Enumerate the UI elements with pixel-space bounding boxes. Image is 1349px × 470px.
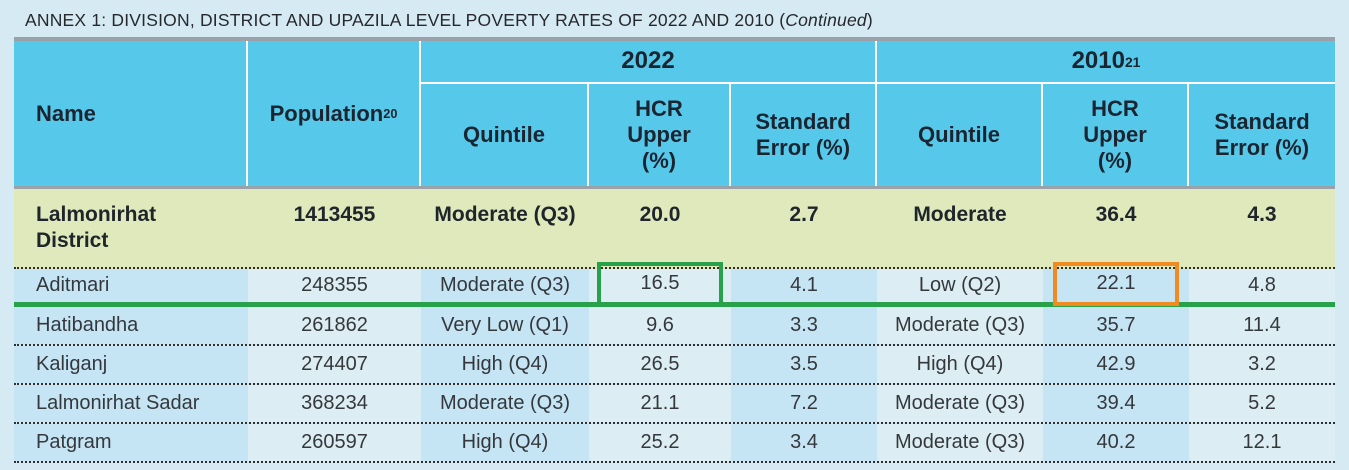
cell-q2022: Very Low (Q1): [421, 307, 589, 344]
header-stderr-2022: Standard Error (%): [731, 84, 877, 186]
cell-hcr2010: 42.9: [1043, 346, 1189, 383]
cell-hcr2010: 22.1: [1043, 261, 1189, 306]
cell-name: Patgram: [14, 424, 248, 461]
cell-name: Kaliganj: [14, 346, 248, 383]
cell-q2022: High (Q4): [421, 346, 589, 383]
cell-hcr2022: 26.5: [589, 346, 731, 383]
cell-se2022: 3.3: [731, 307, 877, 344]
cell-district-population: 1413455: [293, 203, 376, 226]
header-hcr-2022: HCR Upper (%): [589, 84, 731, 186]
cell-district-se2022: 2.7: [789, 203, 819, 226]
cell-hcr2022: 21.1: [589, 385, 731, 422]
header-quintile-2010: Quintile: [877, 84, 1043, 186]
table-row-hatibandha: Hatibandha 261862 Very Low (Q1) 9.6 3.3 …: [14, 307, 1335, 346]
cell-q2010: Moderate (Q3): [877, 424, 1043, 461]
table-row-patgram: Patgram 260597 High (Q4) 25.2 3.4 Modera…: [14, 424, 1335, 463]
cell-q2010: High (Q4): [877, 346, 1043, 383]
cell-population: 368234: [248, 385, 421, 422]
header-name: Name: [14, 41, 248, 186]
cell-hcr2022: 16.5: [589, 261, 731, 306]
cell-q2010: Moderate (Q3): [877, 385, 1043, 422]
cell-se2022: 3.5: [731, 346, 877, 383]
cell-name: Lalmonirhat Sadar: [14, 385, 248, 422]
district-summary-row: Lalmonirhat District 1413455 Moderate (Q…: [14, 189, 1335, 269]
poverty-rates-table: Name Population 20 2022 2010 21 Quintile H…: [14, 37, 1335, 463]
cell-district-hcr2022: 20.0: [639, 203, 681, 226]
cell-q2010: Moderate (Q3): [877, 307, 1043, 344]
cell-hcr2010: 39.4: [1043, 385, 1189, 422]
cell-hcr2010: 40.2: [1043, 424, 1189, 461]
cell-se2010: 11.4: [1189, 307, 1335, 344]
cell-q2010: Low (Q2): [877, 269, 1043, 302]
header-quintile-2022: Quintile: [421, 84, 589, 186]
header-group-2022: 2022: [421, 41, 877, 84]
cell-population: 261862: [248, 307, 421, 344]
cell-hcr2010: 35.7: [1043, 307, 1189, 344]
table-row-aditmari: Aditmari 248355 Moderate (Q3) 16.5 4.1 L…: [14, 261, 1335, 307]
header-stderr-2010: Standard Error (%): [1214, 109, 1310, 160]
cell-population: 274407: [248, 346, 421, 383]
cell-district-q2022: Moderate (Q3): [434, 203, 576, 226]
cell-q2022: Moderate (Q3): [421, 385, 589, 422]
header-group-2010: 2010 21: [877, 41, 1335, 84]
cell-se2010: 4.8: [1189, 269, 1335, 302]
header-population: Population 20: [248, 41, 421, 186]
cell-hcr2022: 9.6: [589, 307, 731, 344]
cell-population: 260597: [248, 424, 421, 461]
header-population-label: Population: [269, 100, 384, 126]
cell-district-hcr2010: 36.4: [1095, 203, 1137, 226]
cell-hcr2022: 25.2: [589, 424, 731, 461]
cell-district-q2010: Moderate: [913, 203, 1007, 226]
cell-se2022: 7.2: [731, 385, 877, 422]
cell-q2022: Moderate (Q3): [421, 269, 589, 302]
page-title: ANNEX 1: DIVISION, DISTRICT AND UPAZILA …: [0, 0, 1349, 37]
cell-name: Aditmari: [14, 269, 248, 302]
cell-se2022: 3.4: [731, 424, 877, 461]
header-hcr-2010: HCR Upper (%): [1043, 84, 1189, 186]
cell-population: 248355: [248, 269, 421, 302]
table-row-lalmonirhat-sadar: Lalmonirhat Sadar 368234 Moderate (Q3) 2…: [14, 385, 1335, 424]
cell-se2010: 3.2: [1189, 346, 1335, 383]
cell-se2010: 12.1: [1189, 424, 1335, 461]
table-row-kaliganj: Kaliganj 274407 High (Q4) 26.5 3.5 High …: [14, 346, 1335, 385]
cell-district-name: Lalmonirhat District: [36, 203, 157, 253]
table-header: Name Population 20 2022 2010 21 Quintile H…: [14, 41, 1335, 189]
green-highlight-box: 16.5: [597, 261, 723, 306]
cell-se2010: 5.2: [1189, 385, 1335, 422]
cell-q2022: High (Q4): [421, 424, 589, 461]
header-group-2010-label: 2010: [1071, 47, 1125, 75]
page-title-text: ANNEX 1: DIVISION, DISTRICT AND UPAZILA …: [25, 10, 786, 30]
cell-se2022: 4.1: [731, 269, 877, 302]
cell-district-se2010: 4.3: [1247, 203, 1277, 226]
cell-name: Hatibandha: [14, 307, 248, 344]
page-title-close: ): [866, 10, 873, 30]
page-title-continued: Continued: [785, 10, 867, 30]
orange-highlight-box: 22.1: [1053, 261, 1179, 306]
